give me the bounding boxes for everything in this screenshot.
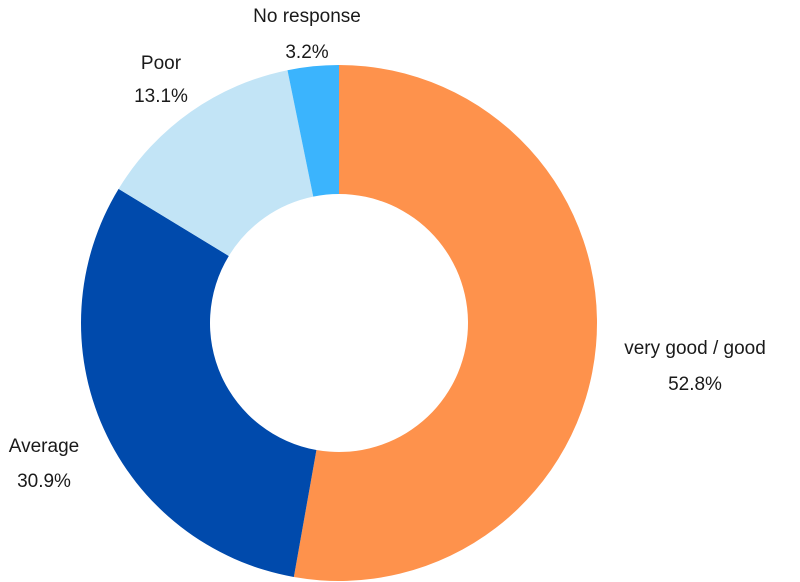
slice-label: Average <box>9 436 79 457</box>
slice-average <box>81 188 317 578</box>
slice-label: Poor <box>141 53 182 74</box>
slice-value-label: 3.2% <box>285 42 328 63</box>
slice-value-label: 30.9% <box>17 471 71 492</box>
slice-value-label: 52.8% <box>668 374 722 395</box>
slice-labels: very good / good 52.8% Average 30.9% Poor 13.… <box>9 6 766 492</box>
donut-slices <box>81 65 598 581</box>
slice-value-label: 13.1% <box>134 86 188 107</box>
slice-very-good-good <box>293 65 598 581</box>
slice-label: very good / good <box>624 338 766 359</box>
slice-no-response <box>287 65 339 197</box>
slice-label: No response <box>253 6 361 27</box>
slice-poor <box>118 70 314 256</box>
